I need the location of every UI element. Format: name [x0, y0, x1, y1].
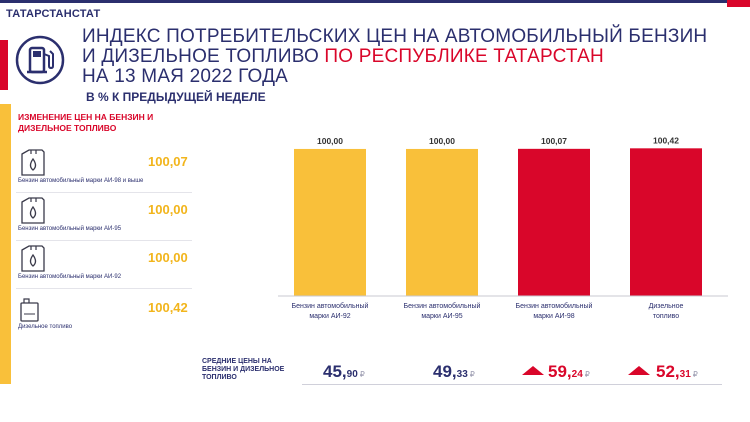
category-label-1-0: Бензин автомобильный	[404, 302, 481, 310]
top-rule	[0, 0, 750, 3]
average-price-whole: 59,	[548, 362, 572, 381]
bar-1	[406, 148, 478, 296]
fuel-item-ai95: Бензин автомобильный марки АИ-95 100,00	[16, 196, 196, 236]
agency-name: ТАТАРСТАНСТАТ	[6, 8, 101, 20]
ruble-sign: ₽	[692, 370, 698, 379]
bar-value-label-2: 100,07	[541, 136, 567, 146]
average-price-fraction: 90	[346, 369, 358, 380]
fuel-item-value: 100,00	[148, 202, 188, 217]
average-price-ai92: 45,90 ₽	[323, 362, 365, 382]
fuel-item-value: 100,07	[148, 154, 188, 169]
increase-arrow-icon	[628, 366, 650, 375]
averages-label: СРЕДНИЕ ЦЕНЫ НА БЕНЗИН И ДИЗЕЛЬНОЕ ТОПЛИ…	[202, 358, 285, 381]
average-price-fraction: 33	[456, 369, 468, 380]
average-price-fraction: 24	[571, 369, 583, 380]
top-accent-bar	[727, 0, 750, 7]
left-red-accent	[0, 40, 8, 90]
left-yellow-accent	[0, 104, 11, 384]
title-region: ПО РЕСПУБЛИКЕ ТАТАРСТАН	[324, 46, 604, 67]
category-label-2-0: Бензин автомобильный	[516, 302, 593, 310]
average-price-diesel: 52,31 ₽	[656, 362, 698, 382]
average-price-fraction: 31	[679, 369, 691, 380]
fuel-item-label: Бензин автомобильный марки АИ-95	[18, 226, 122, 232]
divider	[16, 240, 192, 241]
category-label-3-0: Дизельное	[649, 303, 684, 310]
fuel-item-ai92: Бензин автомобильный марки АИ-92 100,00	[16, 244, 196, 284]
bar-2	[518, 148, 590, 296]
category-label-2-1: марки АИ-98	[533, 313, 574, 320]
average-price-whole: 45,	[323, 362, 347, 381]
page-subtitle: В % К ПРЕДЫДУЩЕЙ НЕДЕЛЕ	[86, 90, 266, 104]
average-price-ai98: 59,24 ₽	[548, 362, 590, 382]
category-label-3-1: топливо	[653, 313, 679, 320]
bar-3	[630, 148, 702, 296]
jerrycan-icon	[18, 244, 48, 272]
bar-value-label-1: 100,00	[429, 136, 455, 146]
title-line-2: И ДИЗЕЛЬНОЕ ТОПЛИВО ПО РЕСПУБЛИКЕ ТАТАРС…	[82, 47, 722, 67]
divider	[16, 288, 192, 289]
fuel-pump-icon	[14, 34, 66, 86]
category-label-1-1: марки АИ-95	[421, 313, 462, 320]
category-label-0-1: марки АИ-92	[309, 313, 350, 320]
fuel-item-label: Бензин автомобильный марки АИ-92	[18, 274, 122, 280]
ruble-sign: ₽	[469, 370, 475, 379]
average-price-whole: 49,	[433, 362, 457, 381]
fuel-item-label: Дизельное топливо	[18, 324, 73, 330]
title-line-1: ИНДЕКС ПОТРЕБИТЕЛЬСКИХ ЦЕН НА АВТОМОБИЛЬ…	[82, 26, 708, 47]
average-price-whole: 52,	[656, 362, 680, 381]
title-line-3: НА 13 МАЯ 2022 ГОДА	[82, 66, 289, 87]
fuel-item-label: Бензин автомобильный марки АИ-98 и выше	[18, 178, 144, 184]
ruble-sign: ₽	[359, 370, 365, 379]
page-title: ИНДЕКС ПОТРЕБИТЕЛЬСКИХ ЦЕН НА АВТОМОБИЛЬ…	[82, 27, 722, 87]
bar-value-label-3: 100,42	[653, 135, 679, 145]
divider	[16, 192, 192, 193]
bottom-rule	[302, 384, 722, 385]
title-line-2-start: И ДИЗЕЛЬНОЕ ТОПЛИВО	[82, 46, 325, 67]
price-index-bar-chart: 100,00 Бензин автомобильный марки АИ-92 100…	[278, 130, 728, 330]
category-label-0-0: Бензин автомобильный	[292, 302, 369, 310]
jerrycan-icon	[18, 148, 48, 176]
bar-chart-svg: 100,00 Бензин автомобильный марки АИ-92 100…	[278, 135, 728, 320]
bar-value-label-0: 100,00	[317, 136, 343, 146]
increase-arrow-icon	[522, 366, 544, 375]
fuel-item-diesel: Дизельное топливо 100,42	[16, 294, 196, 334]
bar-0	[294, 148, 366, 296]
fuel-item-ai98: Бензин автомобильный марки АИ-98 и выше …	[16, 148, 196, 188]
fuel-item-value: 100,42	[148, 300, 188, 315]
canister-icon	[18, 294, 48, 322]
average-price-ai95: 49,33 ₽	[433, 362, 475, 382]
fuel-item-value: 100,00	[148, 250, 188, 265]
left-panel-heading: ИЗМЕНЕНИЕ ЦЕН НА БЕНЗИН И ДИЗЕЛЬНОЕ ТОПЛ…	[18, 112, 154, 133]
jerrycan-icon	[18, 196, 48, 224]
ruble-sign: ₽	[584, 370, 590, 379]
